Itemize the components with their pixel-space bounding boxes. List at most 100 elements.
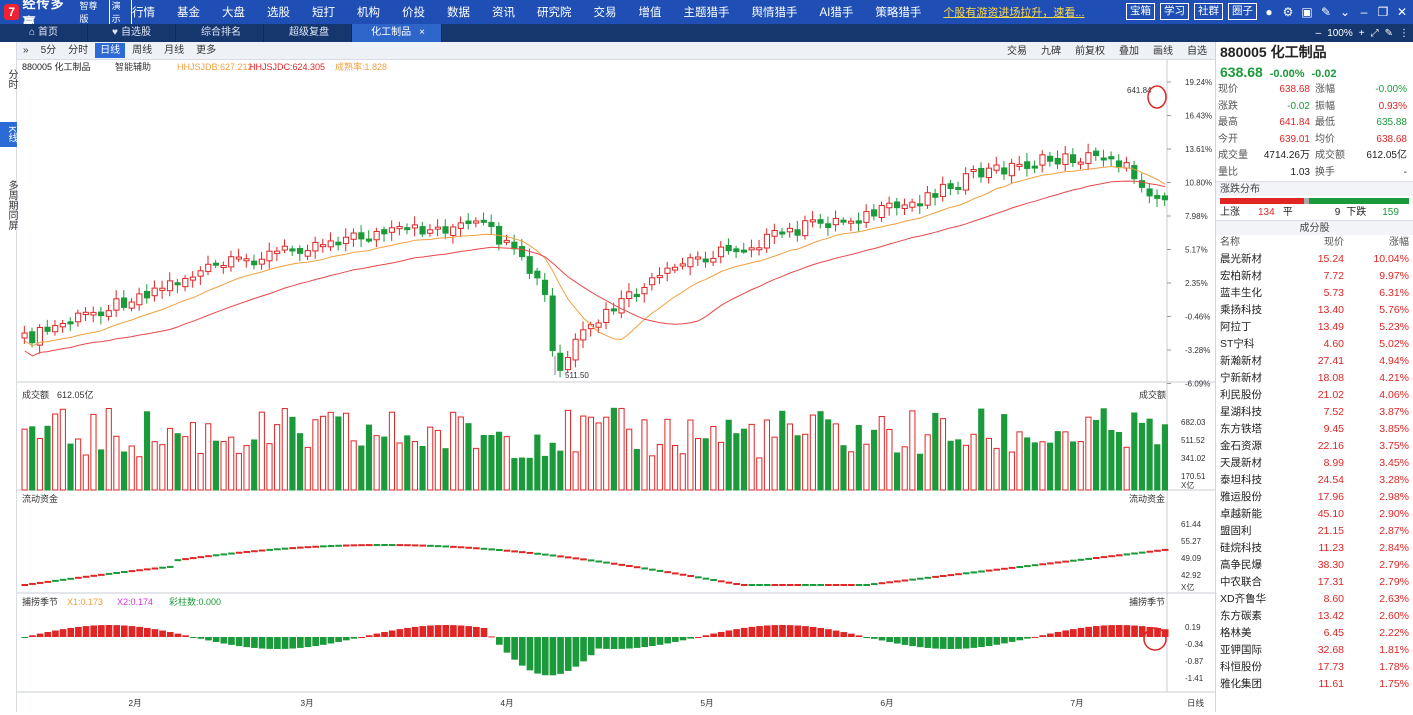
quote-label: 量比 — [1218, 166, 1238, 178]
restore-icon[interactable]: ❐ — [1377, 4, 1389, 19]
user-icon[interactable]: ● — [1265, 4, 1273, 19]
menu-item[interactable]: 价投 — [402, 7, 425, 19]
volume-bar — [1047, 442, 1054, 491]
period-button[interactable]: 5分 — [40, 45, 57, 56]
menu-item[interactable]: AI猎手 — [819, 7, 854, 19]
period-button[interactable]: 日线 — [95, 43, 126, 58]
tab-item[interactable]: ⌂ 首页 — [0, 24, 88, 42]
component-row[interactable]: 东方铁塔 9.45 3.85% — [1216, 421, 1413, 438]
component-row[interactable]: 宏柏新材 7.72 9.97% — [1216, 268, 1413, 285]
menu-item[interactable]: 机构 — [357, 7, 380, 19]
component-row[interactable]: XD齐鲁华 8.60 2.63% — [1216, 591, 1413, 608]
kline-chart-svg[interactable]: 19.24% 16.43% 13.61% 10.80% 7.98% 5.17% 2.35% -… — [17, 60, 1215, 712]
tab-item[interactable]: 化工制品 × — [352, 24, 442, 42]
season-bar — [848, 633, 855, 637]
component-row[interactable]: 泰坦科技 24.54 3.28% — [1216, 472, 1413, 489]
chart-tool-button[interactable]: 九碑 — [1041, 45, 1061, 57]
edit-icon[interactable]: ✎ — [1384, 27, 1393, 39]
period-button[interactable]: 更多 — [196, 45, 217, 56]
component-row[interactable]: 宁新新材 18.08 4.21% — [1216, 370, 1413, 387]
component-row[interactable]: 卓越新能 45.10 2.90% — [1216, 506, 1413, 523]
component-row[interactable]: 星湖科技 7.52 3.87% — [1216, 404, 1413, 421]
minimize-icon[interactable]: – — [1360, 4, 1368, 19]
menu-item[interactable]: 基金 — [177, 7, 200, 19]
component-row[interactable]: 亚钾国际 32.68 1.81% — [1216, 642, 1413, 659]
menu-item[interactable]: 短打 — [312, 7, 335, 19]
collapse-arrows-icon[interactable]: » — [23, 45, 29, 56]
zoom-in-icon[interactable]: + — [1358, 27, 1365, 39]
chart-tool-button[interactable]: 自选 — [1187, 45, 1207, 57]
period-button[interactable]: 月线 — [164, 45, 185, 56]
candle-body — [182, 277, 189, 288]
period-button[interactable]: 周线 — [132, 45, 153, 56]
tab-item[interactable]: 综合排名 — [176, 24, 264, 42]
view-tab[interactable]: 多周期同屏 — [6, 179, 17, 230]
index-change: -0.02 — [1311, 68, 1337, 80]
component-row[interactable]: 高争民爆 38.30 2.79% — [1216, 557, 1413, 574]
volume-bar — [809, 414, 816, 491]
component-row[interactable]: 中农联合 17.31 2.79% — [1216, 574, 1413, 591]
menu-item[interactable]: 大盘 — [222, 7, 245, 19]
component-row[interactable]: 利民股份 21.02 4.06% — [1216, 387, 1413, 404]
tab-item[interactable]: ♥ 自选股 — [88, 24, 176, 42]
flow-axis-tick: 61.44 — [1181, 520, 1202, 529]
component-row[interactable]: 晨光新材 15.24 10.04% — [1216, 251, 1413, 268]
up-count: 134 — [1258, 207, 1275, 218]
tab-item[interactable]: 超级复盘 — [264, 24, 352, 42]
header-name: 名称 — [1220, 237, 1240, 248]
component-row[interactable]: 新瀚新材 27.41 4.94% — [1216, 353, 1413, 370]
menu-item[interactable]: 增值 — [638, 7, 662, 19]
menu-item[interactable]: 舆情猎手 — [751, 7, 798, 19]
menu-item[interactable]: 资讯 — [492, 7, 515, 19]
candle-body — [771, 230, 778, 237]
component-row[interactable]: ST宁科 4.60 5.02% — [1216, 336, 1413, 353]
learn-button[interactable]: 学习 — [1160, 3, 1189, 20]
menu-item[interactable]: 主题猎手 — [683, 7, 730, 19]
fullscreen-icon[interactable]: ⤢ — [1370, 27, 1379, 39]
circle-button[interactable]: 圈子 — [1228, 3, 1257, 20]
menu-item[interactable]: 行情 — [132, 7, 155, 19]
window-layout-icon[interactable]: ▣ — [1301, 4, 1313, 19]
component-row[interactable]: 科恒股份 17.73 1.78% — [1216, 659, 1413, 676]
menu-item[interactable]: 数据 — [447, 7, 470, 19]
menu-item[interactable]: 策略猎手 — [875, 7, 922, 19]
kline-chart-area[interactable]: 19.24% 16.43% 13.61% 10.80% 7.98% 5.17% 2.35% -… — [17, 60, 1215, 712]
flow-segment — [1154, 549, 1161, 552]
skin-icon[interactable]: ✎ — [1320, 4, 1332, 19]
menu-collapse-icon[interactable]: ⌄ — [1339, 4, 1351, 19]
candle-body — [411, 224, 418, 229]
tab-close-icon[interactable]: × — [419, 27, 425, 38]
zoom-out-icon[interactable]: – — [1315, 27, 1322, 39]
news-ticker-link[interactable]: 个股有游资进场拉升，速看... — [943, 7, 1085, 19]
candle-body — [113, 298, 120, 311]
treasure-box-button[interactable]: 宝箱 — [1126, 3, 1155, 20]
component-row[interactable]: 雅运股份 17.96 2.98% — [1216, 489, 1413, 506]
view-tab[interactable]: 分时 — [6, 69, 17, 89]
chart-tool-button[interactable]: 画线 — [1153, 45, 1173, 57]
period-button[interactable]: 分时 — [68, 45, 89, 56]
quote-value: 612.05亿 — [1366, 150, 1407, 161]
component-row[interactable]: 硅烷科技 11.23 2.84% — [1216, 540, 1413, 557]
volume-bar — [465, 423, 472, 491]
menu-item[interactable]: 交易 — [593, 7, 617, 19]
component-row[interactable]: 格林美 6.45 2.22% — [1216, 625, 1413, 642]
chart-tool-button[interactable]: 交易 — [1007, 45, 1027, 57]
chart-tool-button[interactable]: 前复权 — [1075, 45, 1105, 57]
component-row[interactable]: 金石资源 22.16 3.75% — [1216, 438, 1413, 455]
component-row[interactable]: 东方碳素 13.42 2.60% — [1216, 608, 1413, 625]
component-row[interactable]: 阿拉丁 13.49 5.23% — [1216, 319, 1413, 336]
menu-item[interactable]: 选股 — [267, 7, 290, 19]
component-row[interactable]: 蓝丰生化 5.73 6.31% — [1216, 285, 1413, 302]
view-tab[interactable]: K线 — [0, 122, 17, 147]
community-button[interactable]: 社群 — [1194, 3, 1223, 20]
component-row[interactable]: 盟固利 21.15 2.87% — [1216, 523, 1413, 540]
settings-gear-icon[interactable]: ⚙ — [1282, 4, 1294, 19]
component-row[interactable]: 雅化集团 11.61 1.75% — [1216, 676, 1413, 693]
component-row[interactable]: 天晟新材 8.99 3.45% — [1216, 455, 1413, 472]
component-row[interactable]: 乘扬科技 13.40 5.76% — [1216, 302, 1413, 319]
chart-tool-button[interactable]: 叠加 — [1119, 45, 1139, 57]
menu-item[interactable]: 研究院 — [537, 7, 572, 19]
more-icon[interactable]: ⋮ — [1399, 27, 1409, 39]
close-icon[interactable]: ✕ — [1396, 4, 1408, 19]
assist-toggle[interactable]: 智能辅助 — [115, 61, 151, 72]
